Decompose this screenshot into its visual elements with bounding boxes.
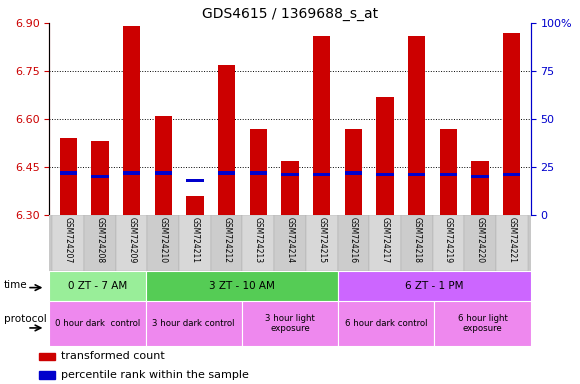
Bar (408, 173, 425, 177)
Bar (503, 173, 520, 177)
Bar (345, 129, 362, 215)
Text: 3 hour dark control: 3 hour dark control (153, 319, 235, 328)
Title: GDS4615 / 1369688_s_at: GDS4615 / 1369688_s_at (202, 7, 378, 21)
Bar (91, 175, 108, 179)
Bar (123, 26, 140, 215)
Text: GSM724214: GSM724214 (285, 217, 295, 263)
Text: 3 hour light
exposure: 3 hour light exposure (265, 314, 315, 333)
Text: percentile rank within the sample: percentile rank within the sample (61, 370, 249, 380)
FancyBboxPatch shape (434, 301, 531, 346)
Text: 6 hour light
exposure: 6 hour light exposure (458, 314, 508, 333)
Text: 0 hour dark  control: 0 hour dark control (55, 319, 140, 328)
Bar (60, 138, 77, 215)
Text: GSM724207: GSM724207 (64, 217, 73, 263)
Text: time: time (4, 280, 28, 290)
Bar (313, 173, 331, 177)
FancyBboxPatch shape (433, 215, 464, 271)
Text: 6 ZT - 1 PM: 6 ZT - 1 PM (405, 281, 463, 291)
Bar (249, 129, 267, 215)
Bar (281, 161, 299, 215)
Bar (503, 33, 520, 215)
FancyBboxPatch shape (464, 215, 496, 271)
Bar (440, 173, 457, 177)
Text: GSM724211: GSM724211 (190, 217, 200, 263)
Bar (186, 179, 204, 182)
Text: transformed count: transformed count (61, 351, 165, 361)
Bar (39, 353, 55, 360)
Text: GSM724209: GSM724209 (127, 217, 136, 263)
Bar (249, 171, 267, 175)
Text: GSM724217: GSM724217 (380, 217, 390, 263)
FancyBboxPatch shape (338, 271, 531, 301)
FancyBboxPatch shape (211, 215, 242, 271)
Bar (218, 65, 235, 215)
Text: GSM724213: GSM724213 (254, 217, 263, 263)
FancyBboxPatch shape (179, 215, 211, 271)
FancyBboxPatch shape (496, 215, 528, 271)
FancyBboxPatch shape (338, 215, 369, 271)
Bar (281, 173, 299, 177)
FancyBboxPatch shape (338, 301, 434, 346)
Bar (155, 116, 172, 215)
FancyBboxPatch shape (242, 301, 338, 346)
Bar (440, 129, 457, 215)
Bar (186, 196, 204, 215)
Text: 0 ZT - 7 AM: 0 ZT - 7 AM (68, 281, 127, 291)
Text: GSM724215: GSM724215 (317, 217, 326, 263)
Bar (123, 171, 140, 175)
Bar (60, 171, 77, 175)
FancyBboxPatch shape (146, 271, 338, 301)
Text: GSM724212: GSM724212 (222, 217, 231, 263)
Text: GSM724210: GSM724210 (159, 217, 168, 263)
Text: GSM724221: GSM724221 (507, 217, 516, 263)
Bar (376, 173, 394, 177)
Bar (91, 141, 108, 215)
Text: GSM724219: GSM724219 (444, 217, 453, 263)
Text: GSM724220: GSM724220 (476, 217, 484, 263)
Bar (218, 171, 235, 175)
Bar (39, 371, 55, 379)
Bar (472, 161, 489, 215)
Bar (408, 36, 425, 215)
FancyBboxPatch shape (147, 215, 179, 271)
Bar (155, 171, 172, 175)
FancyBboxPatch shape (401, 215, 433, 271)
Bar (376, 97, 394, 215)
FancyBboxPatch shape (369, 215, 401, 271)
Text: GSM724218: GSM724218 (412, 217, 421, 263)
FancyBboxPatch shape (52, 215, 84, 271)
FancyBboxPatch shape (116, 215, 147, 271)
FancyBboxPatch shape (242, 215, 274, 271)
FancyBboxPatch shape (49, 271, 146, 301)
FancyBboxPatch shape (274, 215, 306, 271)
Text: GSM724208: GSM724208 (96, 217, 104, 263)
Text: 3 ZT - 10 AM: 3 ZT - 10 AM (209, 281, 275, 291)
Bar (313, 36, 331, 215)
Bar (345, 171, 362, 175)
Bar (472, 175, 489, 179)
FancyBboxPatch shape (146, 301, 242, 346)
FancyBboxPatch shape (84, 215, 116, 271)
FancyBboxPatch shape (306, 215, 338, 271)
Text: GSM724216: GSM724216 (349, 217, 358, 263)
Text: 6 hour dark control: 6 hour dark control (345, 319, 427, 328)
FancyBboxPatch shape (49, 301, 146, 346)
Text: protocol: protocol (4, 314, 47, 324)
